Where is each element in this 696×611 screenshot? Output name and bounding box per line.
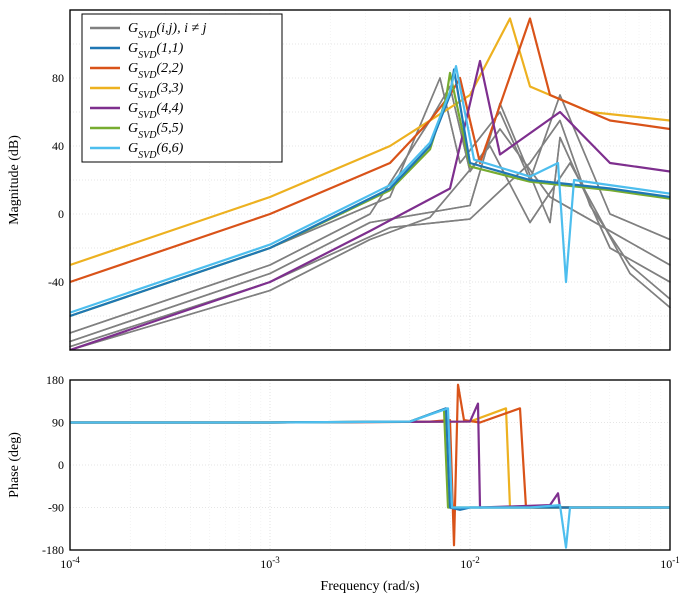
svg-text:Magnitude (dB): Magnitude (dB) xyxy=(7,135,22,225)
svg-text:80: 80 xyxy=(52,71,64,85)
svg-text:180: 180 xyxy=(46,373,64,387)
svg-text:0: 0 xyxy=(58,458,64,472)
svg-text:10-2: 10-2 xyxy=(460,555,480,571)
svg-text:-40: -40 xyxy=(48,275,64,289)
svg-text:-180: -180 xyxy=(42,543,64,557)
svg-text:0: 0 xyxy=(58,207,64,221)
svg-text:Phase (deg): Phase (deg) xyxy=(7,432,22,498)
bode-plot: -40 0 40 80 Magnitude (dB) -180 -90 0 90 180 Phase… xyxy=(0,0,696,611)
svg-text:90: 90 xyxy=(52,416,64,430)
svg-text:40: 40 xyxy=(52,139,64,153)
svg-text:-90: -90 xyxy=(48,501,64,515)
plot-svg: -40 0 40 80 Magnitude (dB) -180 -90 0 90 180 Phase… xyxy=(0,0,696,611)
svg-text:10-1: 10-1 xyxy=(660,555,680,571)
svg-text:Frequency (rad/s): Frequency (rad/s) xyxy=(320,579,419,594)
svg-text:10-3: 10-3 xyxy=(260,555,280,571)
svg-text:10-4: 10-4 xyxy=(60,555,80,571)
